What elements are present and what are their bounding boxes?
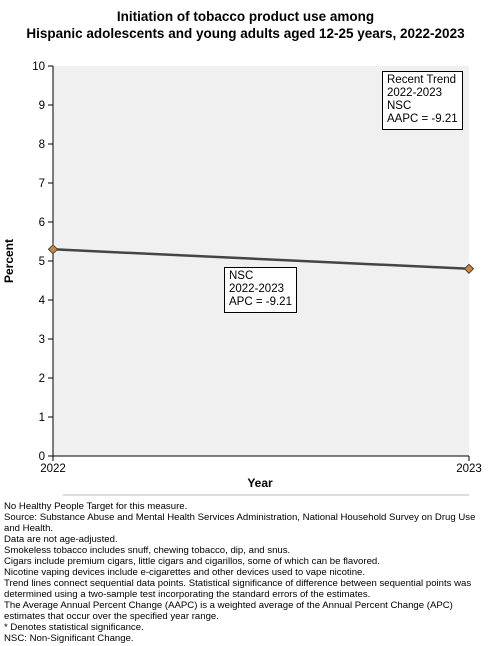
trend-annotation: Recent Trend 2022-2023 NSC AAPC = -9.21	[382, 71, 463, 130]
x-axis-ticks: 2022 2023	[40, 456, 482, 475]
footnote: NSC: Non-Significant Change.	[4, 633, 134, 644]
y-axis-ticks: 0 1 2 3 4 5 6 7 8 9 10	[32, 61, 53, 463]
footnote: The Average Annual Percent Change (AAPC)…	[4, 600, 453, 622]
x-tick-label: 2022	[40, 463, 66, 475]
footnote: Smokeless tobacco includes snuff, chewin…	[4, 545, 291, 556]
chart-title-line-1: Initiation of tobacco product use among	[116, 9, 375, 24]
trend-annotation-line: NSC	[387, 100, 412, 112]
x-axis-label: Year	[247, 476, 273, 490]
chart-title-line-2: Hispanic adolescents and young adults ag…	[26, 26, 465, 41]
x-tick-label: 2023	[456, 463, 482, 475]
footnotes: No Healthy People Target for this measur…	[4, 501, 488, 644]
y-tick-label: 3	[39, 334, 45, 346]
trend-annotation-line: AAPC = -9.21	[387, 113, 458, 125]
y-tick-label: 6	[39, 217, 45, 229]
plot-area	[53, 66, 469, 456]
y-tick-label: 7	[39, 178, 45, 190]
y-tick-label: 10	[32, 61, 45, 73]
footnote: * Denotes statistical significance.	[4, 622, 144, 633]
footnote: No Healthy People Target for this measur…	[4, 501, 188, 512]
segment-annotation-line: NSC	[229, 270, 254, 282]
y-tick-label: 9	[39, 100, 45, 112]
y-tick-label: 5	[39, 256, 45, 268]
footnote: Trend lines connect sequential data poin…	[4, 578, 472, 600]
y-tick-label: 0	[39, 451, 45, 463]
chart-title: Initiation of tobacco product use among …	[0, 8, 491, 42]
data-point-marker	[463, 263, 475, 275]
y-axis-label: Percent	[2, 239, 16, 283]
footnote: Source: Substance Abuse and Mental Healt…	[4, 512, 476, 534]
y-tick-label: 1	[39, 412, 45, 424]
y-tick-label: 2	[39, 373, 45, 385]
series-layer	[47, 244, 475, 275]
segment-annotation: NSC 2022-2023 APC = -9.21	[224, 267, 297, 313]
footnote: Cigars include premium cigars, little ci…	[4, 556, 380, 567]
y-tick-label: 4	[39, 295, 46, 307]
y-tick-label: 8	[39, 139, 45, 151]
line-chart: 0 1 2 3 4 5 6 7 8 9 10 2022 2023 Year Percent	[2, 61, 482, 496]
series-line	[52, 248, 470, 271]
footnote: Nicotine vaping devices include e-cigare…	[4, 567, 366, 578]
footnote: Data are not age-adjusted.	[4, 534, 118, 545]
trend-annotation-line: Recent Trend	[387, 74, 457, 86]
segment-annotation-line: 2022-2023	[229, 283, 284, 295]
data-point-marker	[47, 244, 59, 255]
trend-annotation-line: 2022-2023	[387, 87, 442, 99]
segment-annotation-line: APC = -9.21	[229, 296, 292, 308]
